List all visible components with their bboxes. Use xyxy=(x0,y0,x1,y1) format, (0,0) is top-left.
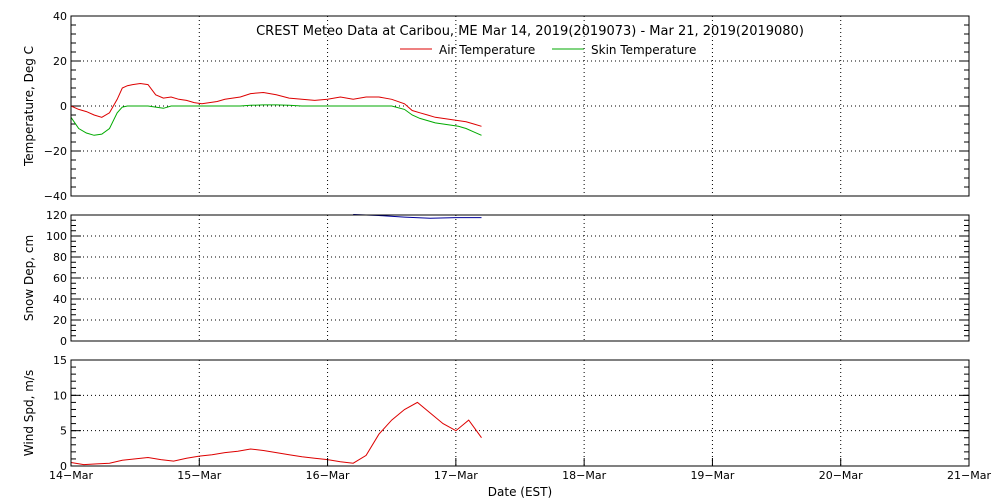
wind-speed-series xyxy=(70,401,482,466)
skin-temperature-series xyxy=(70,104,482,136)
x-tick-label: 17−Mar xyxy=(434,469,478,482)
wind-ylabel: Wind Spd, m/s xyxy=(22,370,36,456)
y-tick-label: 20 xyxy=(53,314,67,327)
y-tick-label: 120 xyxy=(46,209,67,222)
x-tick-label: 19−Mar xyxy=(690,469,734,482)
legend-air-label: Air Temperature xyxy=(439,43,535,57)
y-tick-label: 60 xyxy=(53,272,67,285)
legend-skin-label: Skin Temperature xyxy=(591,43,696,57)
x-axis-label: Date (EST) xyxy=(488,485,552,499)
snow-depth-panel: 120 100 80 60 40 20 0 xyxy=(46,209,970,348)
y-tick-label: 0 xyxy=(60,100,67,113)
x-tick-label: 15−Mar xyxy=(177,469,221,482)
y-tick-label: 0 xyxy=(60,460,67,473)
y-tick-label: 100 xyxy=(46,230,67,243)
temperature-ylabel: Temperature, Deg C xyxy=(22,46,36,167)
y-tick-label: −20 xyxy=(44,145,67,158)
x-tick-label: 14−Mar xyxy=(49,469,93,482)
x-tick-label: 18−Mar xyxy=(562,469,606,482)
y-tick-label: 40 xyxy=(53,10,67,23)
x-tick-label: 20−Mar xyxy=(819,469,863,482)
y-tick-label: 15 xyxy=(53,354,67,367)
temperature-panel: 40 20 0 −20 −40 xyxy=(44,10,970,203)
x-tick-label: 16−Mar xyxy=(306,469,350,482)
legend: Air Temperature Skin Temperature xyxy=(400,43,696,57)
y-tick-label: 5 xyxy=(60,425,67,438)
plot-frame xyxy=(70,214,970,342)
snow-ylabel: Snow Dep, cm xyxy=(22,235,36,321)
y-tick-label: 40 xyxy=(53,293,67,306)
y-tick-label: −40 xyxy=(44,190,67,203)
x-tick-label: 21−Mar xyxy=(947,469,991,482)
y-tick-label: 10 xyxy=(53,389,67,402)
air-temperature-series xyxy=(70,82,482,127)
wind-speed-panel: 15 10 5 014−Mar 15−Mar 16−Mar 17−Mar 18−Mar 19−M… xyxy=(49,354,991,482)
chart-title: CREST Meteo Data at Caribou, ME Mar 14, … xyxy=(256,24,804,39)
y-tick-label: 80 xyxy=(53,251,67,264)
y-tick-label: 20 xyxy=(53,55,67,68)
plot-frame xyxy=(70,359,970,467)
y-tick-label: 0 xyxy=(60,335,67,348)
plot-frame xyxy=(70,15,970,197)
